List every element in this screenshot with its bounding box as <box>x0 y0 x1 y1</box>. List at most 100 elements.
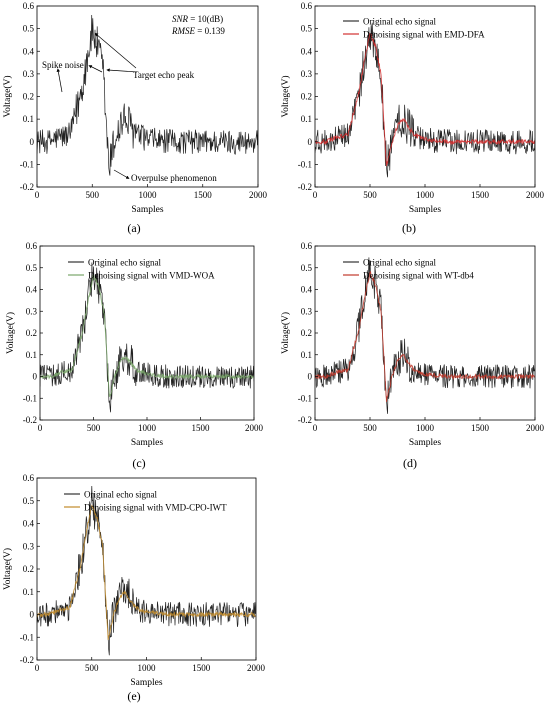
x-axis-label: Samples <box>131 438 163 448</box>
panel-c: -0.2 -0.1 0 0.1 0.2 0.3 0.4 0.5 0.6 0 500 1000 1500 2… <box>5 241 264 470</box>
x-axis-label: Samples <box>131 205 163 215</box>
y-tick-label: 0.2 <box>26 328 37 338</box>
denoised-signal-line <box>315 270 535 402</box>
x-tick-label: 500 <box>86 190 100 200</box>
y-tick-label: 0.6 <box>26 241 38 251</box>
x-tick-label: 500 <box>85 663 99 673</box>
x-tick-label: 500 <box>87 423 101 433</box>
x-tick-label: 0 <box>38 423 43 433</box>
y-tick-label: 0.3 <box>301 69 313 79</box>
original-signal-line <box>40 262 254 413</box>
y-tick-label: -0.2 <box>20 182 34 192</box>
x-tick-label: 500 <box>363 423 377 433</box>
y-tick-label: 0.6 <box>301 241 313 251</box>
denoised-signal-line <box>40 273 254 397</box>
panel-label: (d) <box>403 456 417 470</box>
y-tick-label: 0.1 <box>23 587 34 597</box>
snr-annotation: SNR = 10(dB) <box>172 14 223 24</box>
y-tick-label: -0.1 <box>20 632 34 642</box>
legend-entry: Original echo signal <box>88 258 161 268</box>
x-tick-label: 0 <box>313 190 318 200</box>
x-tick-label: 1500 <box>194 190 213 200</box>
y-tick-label: 0.1 <box>23 114 34 124</box>
y-tick-label: -0.2 <box>23 415 37 425</box>
x-tick-label: 1500 <box>192 423 211 433</box>
y-tick-label: 0.3 <box>23 541 35 551</box>
y-tick-label: 0.5 <box>23 24 35 34</box>
x-tick-label: 2000 <box>249 190 268 200</box>
annotation-arrow <box>94 32 137 69</box>
x-tick-label: 1000 <box>416 423 435 433</box>
overpulse-label: Overpulse phenomenon <box>131 173 217 183</box>
y-tick-label: 0 <box>30 137 35 147</box>
x-tick-label: 2000 <box>245 423 264 433</box>
y-tick-label: 0.4 <box>301 46 313 56</box>
plot-frame <box>36 5 259 188</box>
spike-noise-label: Spike noise <box>42 60 84 70</box>
y-tick-label: 0.5 <box>301 24 313 34</box>
y-tick-label: 0.4 <box>23 519 35 529</box>
panel-label: (c) <box>132 456 145 470</box>
x-tick-label: 0 <box>313 423 318 433</box>
annotation-arrow <box>106 68 138 73</box>
y-tick-label: -0.2 <box>20 655 34 665</box>
y-tick-label: 0.3 <box>23 69 35 79</box>
y-tick-label: 0.5 <box>301 263 313 273</box>
x-tick-label: 2000 <box>247 663 266 673</box>
original-signal-line <box>37 485 256 656</box>
x-axis-label: Samples <box>130 678 162 688</box>
x-tick-label: 0 <box>35 190 40 200</box>
y-tick-label: 0.6 <box>23 1 35 11</box>
panel-label: (a) <box>127 221 140 235</box>
x-tick-label: 1500 <box>471 423 490 433</box>
y-tick-label: -0.1 <box>20 159 34 169</box>
x-tick-label: 1000 <box>138 423 157 433</box>
y-tick-label: -0.1 <box>298 159 312 169</box>
panel-label: (e) <box>127 689 140 703</box>
legend-entry: Denoising signal with EMD-DFA <box>363 30 485 40</box>
annotation-arrow <box>113 169 130 179</box>
x-tick-label: 1000 <box>416 190 435 200</box>
y-axis-label: Voltage(V) <box>5 312 16 354</box>
y-tick-label: 0.4 <box>26 285 38 295</box>
y-tick-label: 0.2 <box>23 564 34 574</box>
panel-d: -0.2 -0.1 0 0.1 0.2 0.3 0.4 0.5 0.6 0 500 1000 1500 2… <box>280 241 545 470</box>
x-tick-label: 1000 <box>139 190 158 200</box>
x-tick-label: 0 <box>35 663 40 673</box>
x-tick-label: 1000 <box>138 663 157 673</box>
y-tick-label: 0.1 <box>301 350 312 360</box>
denoised-signal-line <box>37 504 256 641</box>
legend-entry: Original echo signal <box>84 490 157 500</box>
y-tick-label: 0.5 <box>23 496 35 506</box>
legend-entry: Denoising signal with VMD-WOA <box>88 271 215 281</box>
x-axis-label: Samples <box>409 205 441 215</box>
y-tick-label: 0.2 <box>301 92 312 102</box>
x-tick-label: 2000 <box>526 423 545 433</box>
y-tick-label: -0.2 <box>298 182 312 192</box>
denoised-signal-line <box>315 32 535 167</box>
y-tick-label: 0.3 <box>301 306 313 316</box>
y-tick-label: 0 <box>33 372 38 382</box>
panel-e: -0.2 -0.1 0 0.1 0.2 0.3 0.4 0.5 0.6 0 500 1000 1500 2… <box>2 473 266 703</box>
y-tick-label: 0.5 <box>26 263 38 273</box>
y-tick-label: 0.3 <box>26 306 38 316</box>
y-tick-label: 0.2 <box>301 328 312 338</box>
y-axis-label: Voltage(V) <box>2 75 13 117</box>
annotation-arrow <box>88 65 103 73</box>
y-tick-label: 0 <box>30 610 35 620</box>
x-axis-label: Samples <box>409 438 441 448</box>
panel-a: -0.2 -0.1 0 0.1 0.2 0.3 0.4 0.5 0.6 0 500 1000 1500 2… <box>2 1 268 235</box>
y-tick-label: 0.1 <box>301 114 312 124</box>
x-tick-label: 2000 <box>526 190 545 200</box>
y-axis-label: Voltage(V) <box>280 312 291 354</box>
legend-entry: Original echo signal <box>363 258 436 268</box>
y-tick-label: 0.4 <box>23 46 35 56</box>
x-tick-label: 1500 <box>471 190 490 200</box>
y-tick-label: -0.1 <box>298 393 312 403</box>
y-tick-label: 0.1 <box>26 350 37 360</box>
y-axis-label: Voltage(V) <box>2 548 13 590</box>
panel-b: -0.2 -0.1 0 0.1 0.2 0.3 0.4 0.5 0.6 0 500 1000 1500 2… <box>280 1 545 235</box>
target-peak-label: Target echo peak <box>133 70 195 80</box>
legend-entry: Original echo signal <box>363 17 436 27</box>
y-tick-label: -0.1 <box>23 393 37 403</box>
